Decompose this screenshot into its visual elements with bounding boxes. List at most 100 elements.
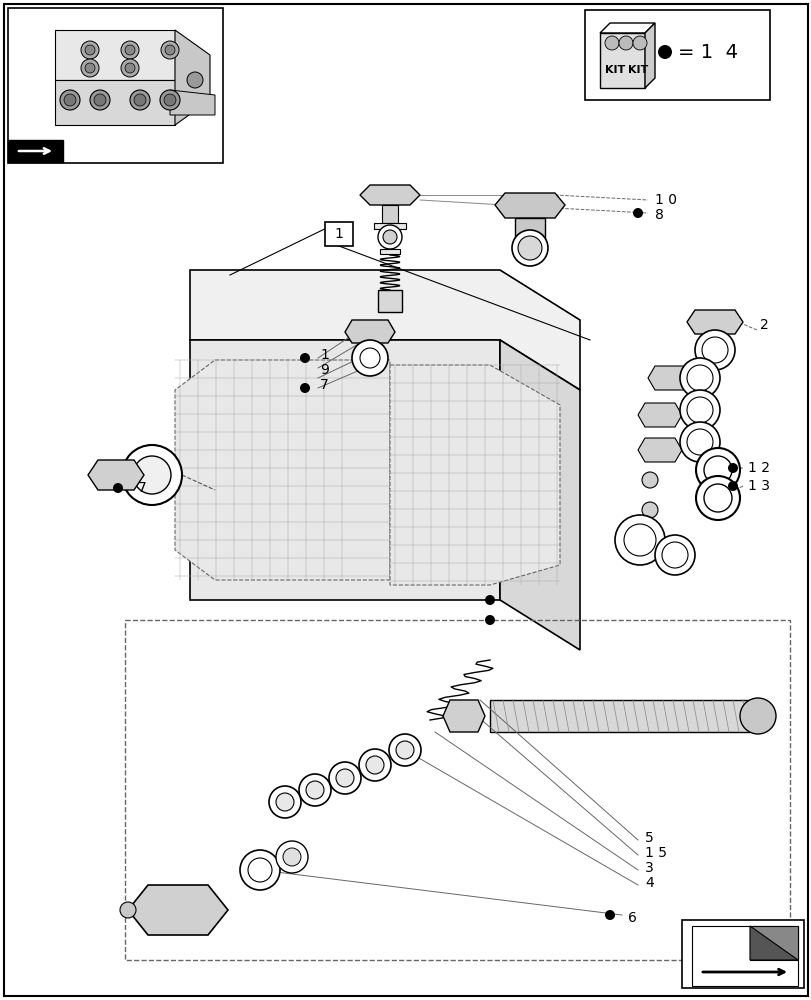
Bar [324, 222, 353, 246]
Circle shape [642, 472, 657, 488]
Text: 1: 1 [334, 227, 343, 241]
Bar [514, 218, 544, 243]
Circle shape [298, 774, 331, 806]
Text: 1 2: 1 2 [747, 461, 769, 475]
Circle shape [703, 456, 731, 484]
Polygon shape [128, 885, 228, 935]
Circle shape [64, 94, 76, 106]
Polygon shape [55, 30, 175, 80]
Text: 1 0: 1 0 [654, 193, 676, 207]
Circle shape [366, 756, 384, 774]
Polygon shape [500, 340, 579, 650]
Polygon shape [55, 80, 175, 125]
Circle shape [165, 45, 175, 55]
Circle shape [657, 45, 672, 59]
Polygon shape [644, 23, 654, 88]
Text: 3: 3 [644, 861, 653, 875]
Circle shape [618, 36, 633, 50]
Text: KIT: KIT [627, 65, 647, 75]
Circle shape [484, 615, 495, 625]
Circle shape [358, 749, 391, 781]
Circle shape [604, 910, 614, 920]
Text: 7: 7 [138, 481, 147, 495]
Text: 1 3: 1 3 [747, 479, 769, 493]
Polygon shape [599, 33, 644, 88]
Circle shape [694, 330, 734, 370]
Polygon shape [88, 460, 144, 490]
Circle shape [727, 481, 737, 491]
Circle shape [686, 397, 712, 423]
Text: 9: 9 [320, 363, 328, 377]
Circle shape [679, 422, 719, 462]
Circle shape [351, 340, 388, 376]
Circle shape [60, 90, 80, 110]
Circle shape [383, 230, 397, 244]
Circle shape [81, 41, 99, 59]
Polygon shape [599, 23, 654, 33]
Circle shape [130, 90, 150, 110]
Bar [681, 920, 803, 988]
Polygon shape [686, 310, 742, 334]
Circle shape [276, 841, 307, 873]
Circle shape [306, 781, 324, 799]
Circle shape [276, 793, 294, 811]
Circle shape [512, 230, 547, 266]
Circle shape [679, 358, 719, 398]
Circle shape [85, 63, 95, 73]
Polygon shape [443, 700, 484, 732]
Polygon shape [175, 360, 389, 580]
Circle shape [686, 365, 712, 391]
Polygon shape [359, 185, 419, 205]
Circle shape [396, 741, 414, 759]
Bar [378, 290, 401, 312]
Circle shape [695, 476, 739, 520]
Polygon shape [637, 438, 681, 462]
Circle shape [161, 41, 178, 59]
Circle shape [703, 484, 731, 512]
Circle shape [121, 59, 139, 77]
Circle shape [642, 502, 657, 518]
Polygon shape [749, 926, 797, 960]
Bar [380, 249, 400, 254]
Polygon shape [345, 320, 394, 343]
Circle shape [85, 45, 95, 55]
Circle shape [484, 595, 495, 605]
Circle shape [336, 769, 354, 787]
Polygon shape [190, 270, 579, 390]
Circle shape [125, 45, 135, 55]
Text: 2: 2 [759, 318, 768, 332]
Text: 1 5: 1 5 [644, 846, 666, 860]
Circle shape [160, 90, 180, 110]
Bar [374, 223, 406, 229]
Polygon shape [749, 926, 797, 960]
Circle shape [739, 698, 775, 734]
Circle shape [120, 902, 135, 918]
Circle shape [268, 786, 301, 818]
Polygon shape [12, 142, 62, 161]
Polygon shape [637, 403, 681, 427]
Circle shape [679, 390, 719, 430]
Bar [381, 205, 397, 223]
Polygon shape [190, 340, 500, 600]
Circle shape [328, 762, 361, 794]
Text: 5: 5 [644, 831, 653, 845]
Text: KIT: KIT [604, 65, 624, 75]
Circle shape [121, 41, 139, 59]
Circle shape [133, 456, 171, 494]
Polygon shape [647, 366, 691, 390]
Polygon shape [691, 926, 797, 986]
Circle shape [654, 535, 694, 575]
Circle shape [702, 337, 727, 363]
Circle shape [633, 36, 646, 50]
Text: 7: 7 [320, 378, 328, 392]
Circle shape [134, 94, 146, 106]
Circle shape [359, 348, 380, 368]
Circle shape [517, 236, 541, 260]
Circle shape [94, 94, 106, 106]
Circle shape [388, 734, 420, 766]
Circle shape [125, 63, 135, 73]
Circle shape [686, 429, 712, 455]
Circle shape [623, 524, 655, 556]
Circle shape [604, 36, 618, 50]
Circle shape [113, 483, 122, 493]
